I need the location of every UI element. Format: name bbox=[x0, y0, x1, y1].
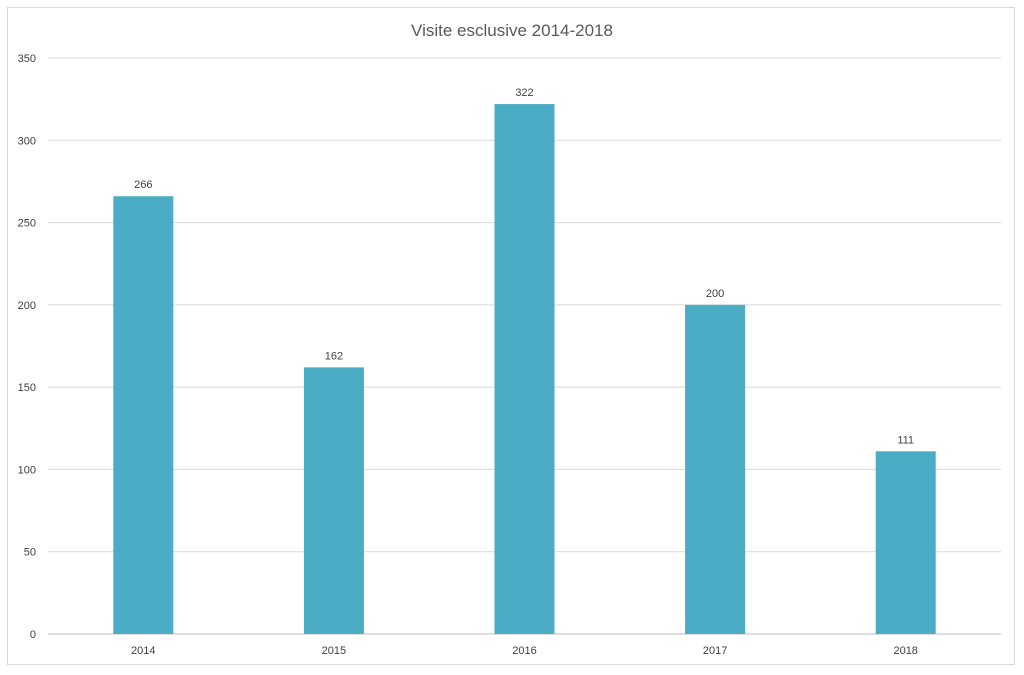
x-tick-label-2014: 2014 bbox=[131, 645, 155, 657]
data-label-2014: 266 bbox=[134, 179, 152, 191]
y-tick-label-50: 50 bbox=[24, 547, 36, 559]
y-tick-label-300: 300 bbox=[18, 135, 36, 147]
y-axis-ticks: 0 50 100 150 200 250 300 350 bbox=[18, 53, 36, 641]
data-label-2018: 111 bbox=[897, 434, 914, 446]
x-tick-label-2016: 2016 bbox=[512, 645, 536, 657]
bar-2016 bbox=[494, 104, 555, 634]
y-tick-label-250: 250 bbox=[18, 218, 36, 230]
x-axis-ticks: 2014 2015 2016 2017 2018 bbox=[131, 645, 918, 657]
y-tick-label-100: 100 bbox=[18, 464, 36, 476]
data-labels: 266 162 322 200 111 bbox=[134, 87, 914, 446]
data-label-2017: 200 bbox=[706, 288, 724, 300]
y-tick-label-350: 350 bbox=[18, 53, 36, 65]
x-tick-label-2017: 2017 bbox=[703, 645, 727, 657]
y-tick-label-200: 200 bbox=[18, 300, 36, 312]
bar-2015 bbox=[303, 367, 364, 634]
x-tick-label-2018: 2018 bbox=[893, 645, 917, 657]
y-tick-label-0: 0 bbox=[30, 629, 36, 641]
bars bbox=[113, 104, 936, 635]
bar-2018 bbox=[875, 451, 936, 634]
bar-2017 bbox=[685, 304, 746, 634]
data-label-2016: 322 bbox=[515, 87, 533, 99]
chart-title: Visite esclusive 2014-2018 bbox=[411, 21, 613, 40]
data-label-2015: 162 bbox=[325, 350, 343, 362]
y-tick-label-150: 150 bbox=[18, 382, 36, 394]
x-tick-label-2015: 2015 bbox=[322, 645, 346, 657]
bar-2014 bbox=[113, 196, 174, 635]
